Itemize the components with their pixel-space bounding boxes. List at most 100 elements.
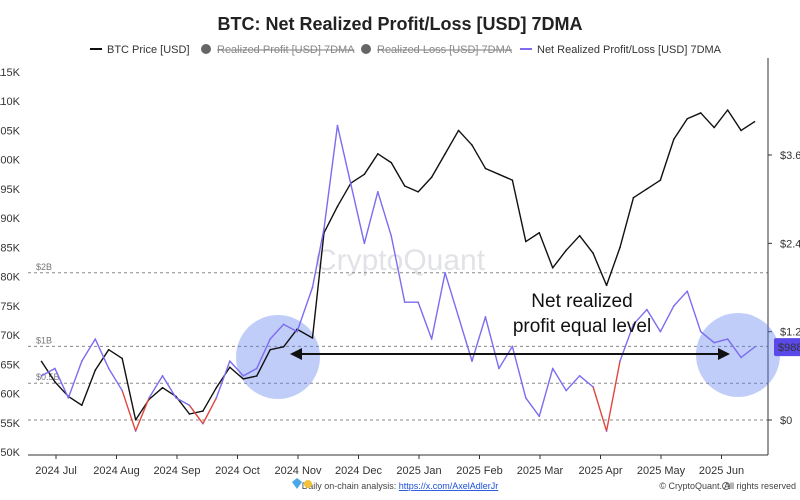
net-pl-point-34 [498, 367, 500, 370]
btc-price-point-0 [40, 360, 43, 363]
net-pl-point-42 [605, 430, 608, 432]
equal-level-arrow [290, 348, 730, 360]
btc-price-point-26 [390, 161, 393, 164]
net-segment-46 [659, 305, 675, 333]
net-segment-2 [67, 360, 83, 399]
net-segment-50 [713, 338, 729, 344]
net-pl-point-7 [134, 430, 137, 432]
btc-price-point-31 [457, 129, 460, 132]
net-segment-20 [311, 227, 325, 289]
net-segment-52 [740, 346, 756, 359]
net-pl-point-26 [390, 235, 393, 237]
net-pl-point-30 [444, 271, 446, 274]
reference-lines: $2B $1B $0.5B [28, 262, 768, 421]
legend-label-0: BTC Price [USD] [107, 44, 190, 56]
net-pl-point-52 [740, 356, 742, 359]
net-pl-point-49 [699, 330, 702, 333]
btc-price-point-11 [188, 413, 191, 415]
net-segment-9 [161, 375, 177, 399]
net-pl-point-28 [417, 301, 419, 304]
net-pl-point-24 [363, 242, 366, 245]
net-pl-point-23 [350, 183, 352, 186]
net-segment-11 [188, 404, 204, 425]
cryptoquant-logo-icon [722, 482, 730, 490]
right-tick-label-3: $3.6 [780, 150, 800, 162]
net-pl-point-48 [686, 290, 689, 292]
btc-price-point-6 [121, 357, 123, 360]
btc-price-point-38 [551, 267, 554, 269]
net-segment-28 [417, 301, 433, 340]
net-pl-point-43 [619, 360, 621, 362]
left-tick-label-0: 50K [0, 447, 20, 459]
x-tick-label-1: 2024 Aug [93, 465, 140, 477]
left-axis: 50K 55K 60K 65K 70K 75K 80K 85K 90K 95K 100K 105K 11… [0, 67, 21, 459]
net-segment-23 [350, 183, 366, 245]
net-segment-45 [646, 308, 662, 333]
legend-label-3: Net Realized Profit/Loss [USD] 7DMA [537, 44, 722, 56]
btc-price-point-35 [511, 179, 514, 181]
net-pl-point-32 [471, 360, 473, 362]
net-segment-21 [323, 124, 339, 230]
annotation-line-1: Net realized [531, 291, 632, 312]
net-pl-point-21 [323, 227, 325, 230]
btc-price-point-29 [430, 176, 433, 179]
net-pl-point-8 [148, 397, 150, 399]
net-segment-26 [390, 235, 406, 303]
net-pl-point-35 [511, 345, 514, 348]
net-segment-6 [121, 389, 137, 432]
net-segment-17 [269, 323, 285, 340]
series-lines [40, 109, 756, 432]
left-tick-label-9: 95K [0, 184, 20, 196]
btc-price-point-7 [134, 419, 137, 421]
net-segment-22 [336, 124, 352, 186]
btc-price-point-15 [242, 378, 245, 380]
net-segment-24 [363, 191, 379, 245]
net-pl-point-25 [377, 191, 379, 193]
right-axis: $0 $1.2 $2.4 $3.6 [767, 58, 800, 455]
btc-price-point-48 [686, 117, 689, 120]
btc-price-point-52 [740, 129, 742, 132]
left-tick-label-4: 70K [0, 330, 20, 342]
net-pl-point-50 [713, 341, 715, 344]
right-tick-label-0: $0 [780, 415, 792, 427]
net-pl-point-5 [107, 367, 110, 370]
btc-price-point-33 [484, 167, 487, 170]
btc-price-point-22 [336, 205, 339, 208]
net-segment-10 [175, 397, 191, 406]
btc-price-point-20 [311, 337, 314, 339]
net-segment-19 [296, 286, 314, 333]
net-pl-point-6 [121, 389, 123, 392]
footer-link[interactable]: https://x.com/AxelAdlerJr [399, 481, 499, 491]
net-pl-point-14 [229, 360, 231, 362]
btc-price-point-46 [659, 179, 662, 181]
btc-price-point-1 [54, 381, 56, 383]
highlight-circle-right [696, 313, 780, 397]
highlight-circle-left [236, 315, 320, 399]
left-tick-label-3: 65K [0, 359, 20, 371]
net-pl-point-29 [430, 338, 433, 340]
btc-price-point-3 [81, 404, 83, 407]
net-segment-13 [215, 360, 231, 399]
net-pl-point-41 [592, 386, 594, 388]
net-segment-29 [430, 272, 446, 340]
net-pl-point-40 [578, 375, 581, 377]
net-segment-5 [108, 367, 123, 392]
legend-swatch-1 [201, 44, 211, 54]
net-segment-38 [552, 367, 567, 392]
net-segment-12 [202, 397, 218, 425]
x-tick-label-9: 2025 Apr [578, 465, 622, 477]
x-tick-label-3: 2024 Oct [215, 465, 260, 477]
badge-background [774, 338, 800, 357]
net-segment-4 [94, 338, 110, 370]
left-tick-label-2: 60K [0, 389, 20, 401]
footer-text: Daily on-chain analysis: https://x.com/A… [302, 481, 499, 491]
btc-price-point-47 [673, 138, 675, 141]
btc-price-point-17 [269, 348, 271, 351]
net-pl-point-10 [175, 397, 177, 399]
net-segment-25 [377, 191, 392, 237]
btc-price-line [40, 109, 755, 421]
net-pl-point-19 [296, 330, 298, 333]
net-pl-point-45 [646, 308, 648, 311]
